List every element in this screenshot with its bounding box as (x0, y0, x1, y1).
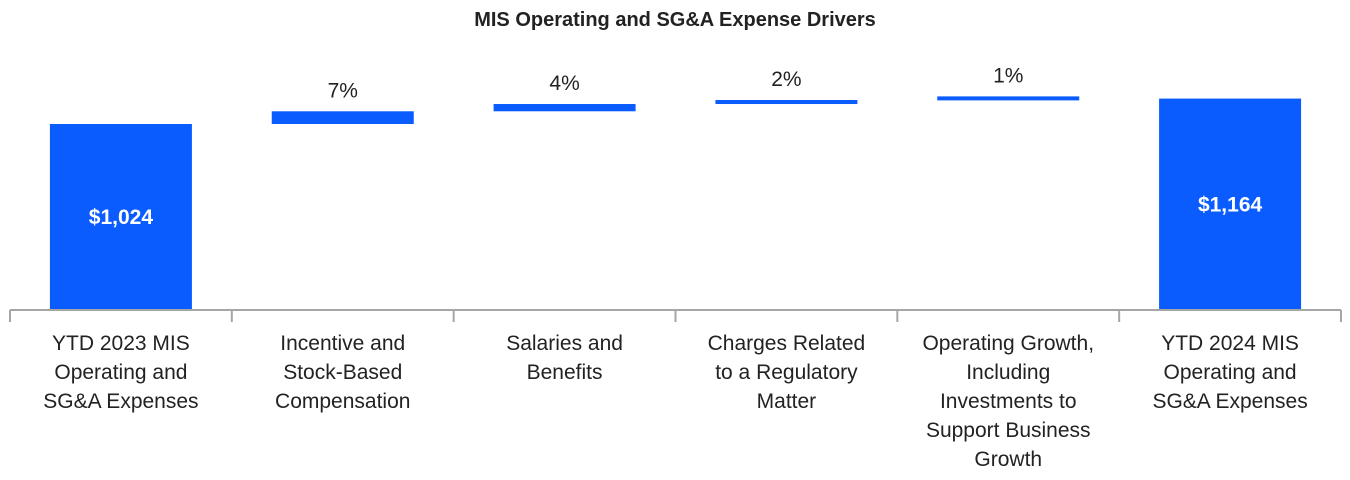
bar-percent-label: 4% (549, 72, 579, 95)
bar-value-label: $1,024 (89, 206, 154, 229)
x-tick-label-line: to a Regulatory (715, 361, 858, 384)
x-tick-label-line: Benefits (527, 361, 603, 384)
x-tick-label-line: Charges Related (708, 332, 866, 355)
x-tick-label-line: Operating and (54, 361, 187, 384)
x-tick-label-line: Growth (974, 448, 1042, 471)
x-tick-label-line: Compensation (275, 390, 410, 413)
x-tick-label-line: YTD 2024 MIS (1161, 332, 1299, 355)
x-tick-label-line: Stock-Based (283, 361, 402, 384)
x-tick-label: Charges Related to a Regulatory Matter (708, 332, 866, 413)
x-tick-label: Salaries and Benefits (506, 332, 623, 384)
bar-3 (493, 104, 636, 112)
x-tick-label-line: Including (966, 361, 1050, 384)
x-tick-label: YTD 2023 MIS Operating and SG&A Expenses (43, 332, 198, 413)
bar-6 (1159, 98, 1302, 310)
x-tick-label-line: Support Business (926, 419, 1091, 442)
bar-percent-label: 2% (771, 68, 801, 91)
bar-1 (49, 124, 192, 310)
chart-title: MIS Operating and SG&A Expense Drivers (474, 9, 876, 31)
bar-value-label: $1,164 (1198, 193, 1263, 216)
x-tick-label: YTD 2024 MIS Operating and SG&A Expenses (1152, 332, 1307, 413)
x-tick-label-line: Operating Growth, (922, 332, 1094, 355)
x-tick-label-line: Incentive and (280, 332, 405, 355)
bar-percent-label: 1% (993, 64, 1023, 87)
x-tick-label-line: Investments to (940, 390, 1077, 413)
bar-percent-label: 7% (328, 79, 358, 102)
x-tick-label: Operating Growth, Including Investments to… (922, 332, 1094, 471)
x-tick-label: Incentive and Stock-Based Compensation (275, 332, 410, 413)
bar-4 (715, 100, 858, 105)
x-tick-label-line: Salaries and (506, 332, 623, 355)
x-tick-label-line: SG&A Expenses (1152, 390, 1307, 413)
x-tick-label-line: Operating and (1164, 361, 1297, 384)
bar-2 (271, 111, 414, 124)
bar-5 (937, 96, 1080, 101)
x-tick-label-line: YTD 2023 MIS (52, 332, 190, 355)
x-tick-label-line: SG&A Expenses (43, 390, 198, 413)
x-tick-label-line: Matter (757, 390, 817, 413)
